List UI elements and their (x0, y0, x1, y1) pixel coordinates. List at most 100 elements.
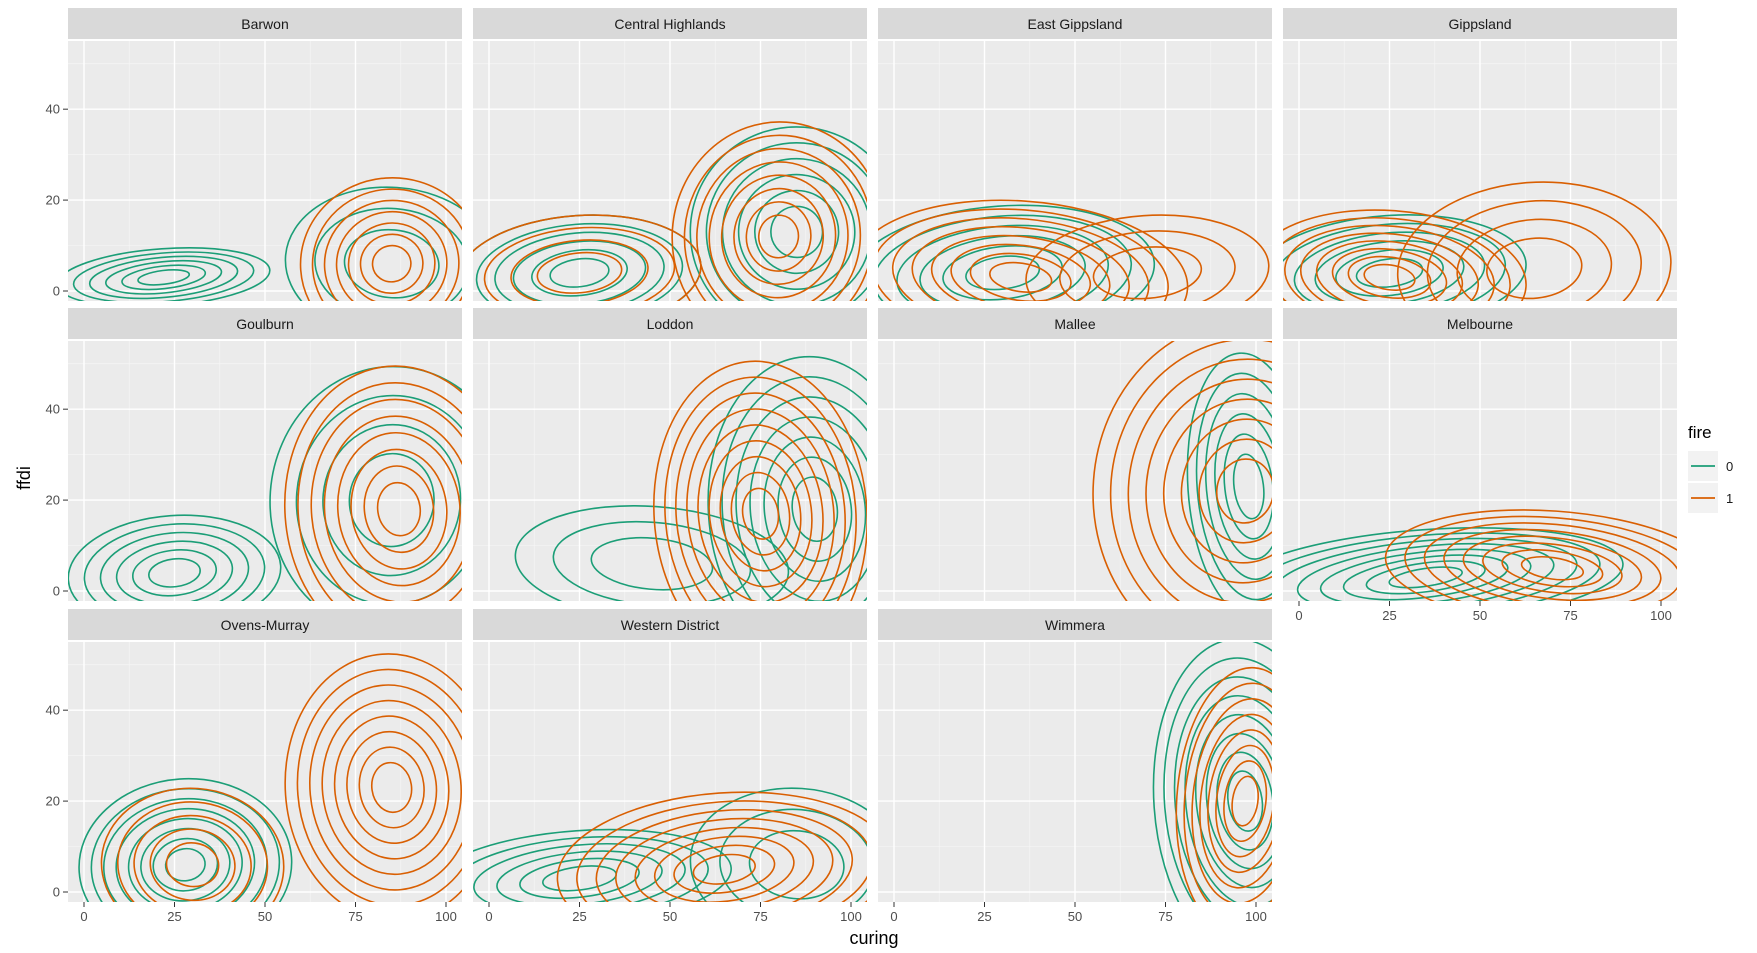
density-contour-fire-0 (83, 523, 266, 601)
density-contour-fire-1 (1426, 199, 1642, 301)
density-contour-fire-0 (105, 259, 223, 295)
facet-loddon: Loddon (473, 308, 867, 601)
density-contour-fire-0 (749, 416, 867, 601)
density-contour-fire-0 (1163, 657, 1272, 902)
gridlines (473, 341, 867, 601)
facet-strip-label: Western District (621, 617, 720, 633)
density-contour-fire-0 (512, 240, 647, 301)
facet-wimmera: Wimmera 0 25 50 75 100 (878, 609, 1272, 924)
x-tick-label: 0 (890, 909, 897, 924)
facet-strip (1283, 308, 1677, 339)
density-contour-fire-1 (323, 199, 460, 301)
density-contour-fire-0 (1204, 392, 1272, 581)
density-contour-fire-1 (283, 365, 462, 601)
density-contour-fire-1 (615, 817, 834, 902)
density-contour-fire-0 (164, 847, 206, 882)
gridlines (473, 642, 867, 902)
density-contour-fire-1 (1315, 240, 1464, 301)
density-contour-fire-1 (347, 222, 436, 301)
facet-strip-label: Goulburn (236, 316, 294, 332)
density-contour-fire-0 (343, 228, 440, 299)
density-contour-fire-1 (1025, 214, 1270, 301)
x-tick-label: 0 (1295, 608, 1302, 623)
density-contour-fire-1 (1283, 209, 1527, 301)
density-contour-fire-1 (696, 147, 862, 301)
density-contour-fire-1 (346, 730, 438, 845)
density-contour-fire-1 (363, 465, 435, 554)
facet-strip (878, 609, 1272, 640)
x-tick-label: 100 (1650, 608, 1672, 623)
density-contours (1092, 341, 1272, 601)
density-contour-fire-1 (686, 408, 835, 601)
density-contour-fire-0 (689, 126, 867, 301)
density-contour-fire-0 (295, 394, 462, 601)
facet-western-district: Western District 0 25 50 75 100 (473, 609, 867, 924)
density-contour-fire-0 (770, 205, 824, 259)
density-contours (878, 199, 1270, 301)
legend: fire 0 1 (1688, 423, 1733, 513)
density-contour-fire-1 (370, 761, 413, 814)
density-contour-fire-1 (149, 828, 236, 902)
density-contour-fire-1 (1404, 515, 1677, 601)
density-contour-fire-0 (791, 476, 839, 543)
facet-strip-label: Barwon (241, 16, 288, 32)
density-contour-fire-0 (737, 173, 856, 291)
density-contour-fire-0 (473, 828, 732, 902)
density-contour-fire-0 (1296, 543, 1555, 601)
density-contours (68, 365, 462, 601)
x-tick-label: 25 (167, 909, 181, 924)
density-contour-fire-0 (1173, 676, 1272, 902)
density-contour-fire-1 (510, 239, 649, 301)
density-contour-fire-1 (576, 800, 867, 902)
density-contour-fire-1 (673, 844, 776, 894)
gridlines (878, 341, 1272, 601)
density-contour-fire-1 (284, 653, 462, 902)
density-contour-fire-0 (475, 222, 684, 301)
density-contour-fire-1 (116, 801, 269, 902)
density-contour-fire-1 (595, 808, 854, 902)
density-contour-fire-1 (730, 471, 791, 556)
y-tick-label: 0 (53, 284, 60, 299)
density-contour-fire-0 (1319, 548, 1532, 601)
density-contour-fire-1 (333, 715, 450, 860)
x-tick-label: 25 (977, 909, 991, 924)
density-contour-fire-0 (1335, 248, 1444, 297)
gridlines (1283, 41, 1677, 301)
density-contour-fire-1 (1462, 535, 1643, 601)
density-contour-fire-0 (127, 817, 243, 902)
facet-gippsland: Gippsland (1283, 8, 1677, 301)
density-contour-fire-0 (519, 857, 640, 900)
density-contour-fire-1 (675, 392, 846, 601)
density-contour-fire-1 (1145, 378, 1272, 601)
density-contour-fire-0 (99, 531, 250, 601)
x-tick-label: 100 (840, 909, 862, 924)
density-contour-fire-0 (314, 207, 462, 301)
density-contour-fire-1 (1109, 341, 1272, 601)
density-contour-fire-1 (1223, 760, 1268, 843)
legend-label: 0 (1726, 459, 1733, 474)
density-contour-fire-1 (683, 134, 867, 301)
density-contour-fire-0 (137, 269, 191, 286)
facet-strip (68, 8, 462, 39)
y-tick-label: 20 (46, 193, 60, 208)
density-contour-fire-1 (483, 226, 676, 301)
density-contour-fire-1 (359, 233, 424, 294)
density-contour-fire-1 (1127, 358, 1272, 601)
density-contour-fire-1 (757, 214, 800, 259)
facet-barwon: Barwon 0 20 40 (46, 8, 462, 301)
facet-strip-label: Mallee (1054, 316, 1095, 332)
y-tick-label: 20 (46, 493, 60, 508)
density-contour-fire-1 (1501, 549, 1604, 588)
density-contour-fire-1 (1231, 775, 1260, 827)
density-contour-fire-1 (1396, 181, 1672, 301)
density-contour-fire-1 (311, 188, 462, 301)
density-contour-fire-1 (634, 826, 815, 902)
density-contour-fire-0 (68, 247, 271, 301)
density-contour-fire-0 (707, 355, 867, 601)
density-contour-fire-1 (1384, 509, 1677, 601)
facet-strip-label: Wimmera (1045, 617, 1105, 633)
density-contour-fire-1 (536, 251, 623, 294)
facet-mallee: Mallee (878, 308, 1272, 601)
density-contour-fire-1 (1486, 237, 1583, 300)
density-contour-fire-1 (1059, 230, 1236, 301)
